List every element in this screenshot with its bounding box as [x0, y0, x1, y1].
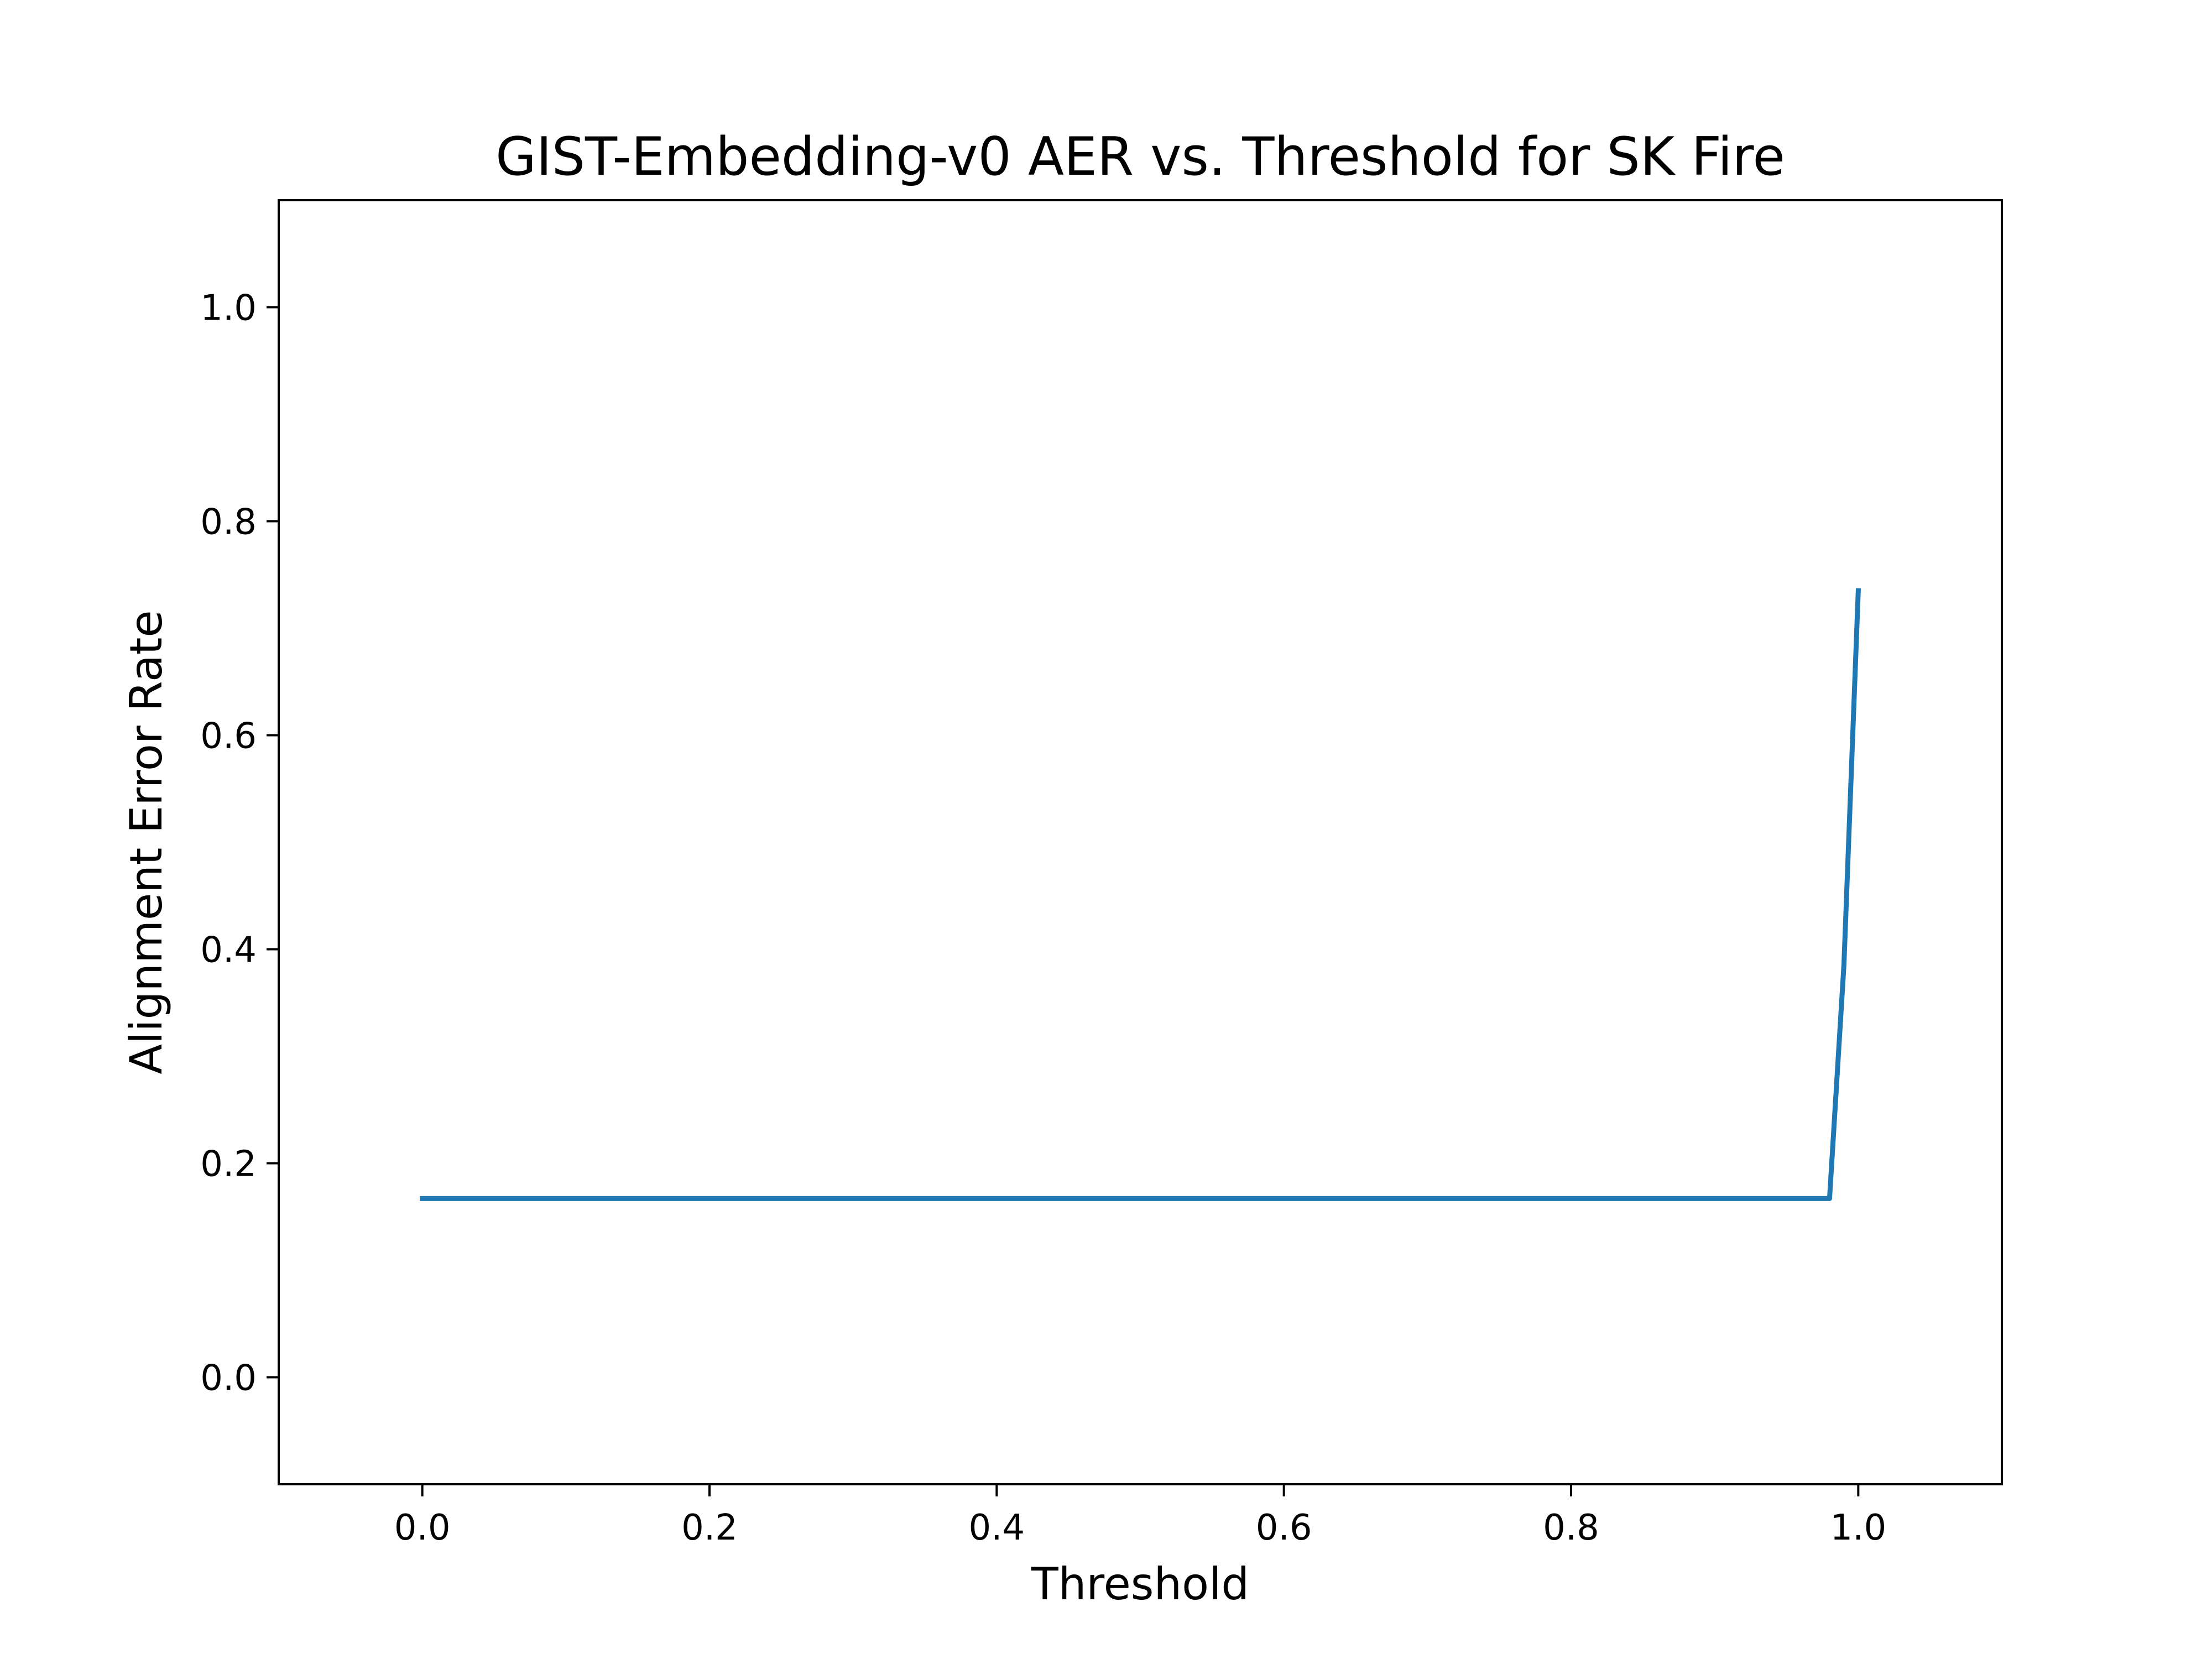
- y-tick-label: 0.2: [200, 1144, 257, 1185]
- x-tick-label: 0.4: [968, 1507, 1025, 1548]
- x-tick-label: 0.0: [394, 1507, 451, 1548]
- x-tick-label: 0.2: [681, 1507, 738, 1548]
- y-tick-label: 0.6: [200, 716, 257, 757]
- x-tick-label: 0.6: [1256, 1507, 1312, 1548]
- x-tick-label: 1.0: [1830, 1507, 1886, 1548]
- y-tick-label: 0.8: [200, 502, 257, 543]
- y-tick-label: 0.0: [200, 1358, 257, 1399]
- y-tick-label: 1.0: [200, 288, 257, 329]
- chart-title: GIST-Embedding-v0 AER vs. Threshold for …: [495, 127, 1785, 187]
- x-axis: 0.0 0.2 0.4 0.6 0.8 1.0: [394, 1484, 1886, 1548]
- y-axis: 0.0 0.2 0.4 0.6 0.8 1.0: [200, 288, 279, 1399]
- plot-area-frame: [278, 199, 2003, 1485]
- x-axis-label: Threshold: [1031, 1558, 1249, 1610]
- series-line-0: [420, 588, 1861, 1201]
- y-axis-label: Alignment Error Rate: [121, 610, 172, 1074]
- y-tick-label: 0.4: [200, 930, 257, 971]
- x-tick-label: 0.8: [1543, 1507, 1599, 1548]
- plot-series-group: [420, 588, 1861, 1201]
